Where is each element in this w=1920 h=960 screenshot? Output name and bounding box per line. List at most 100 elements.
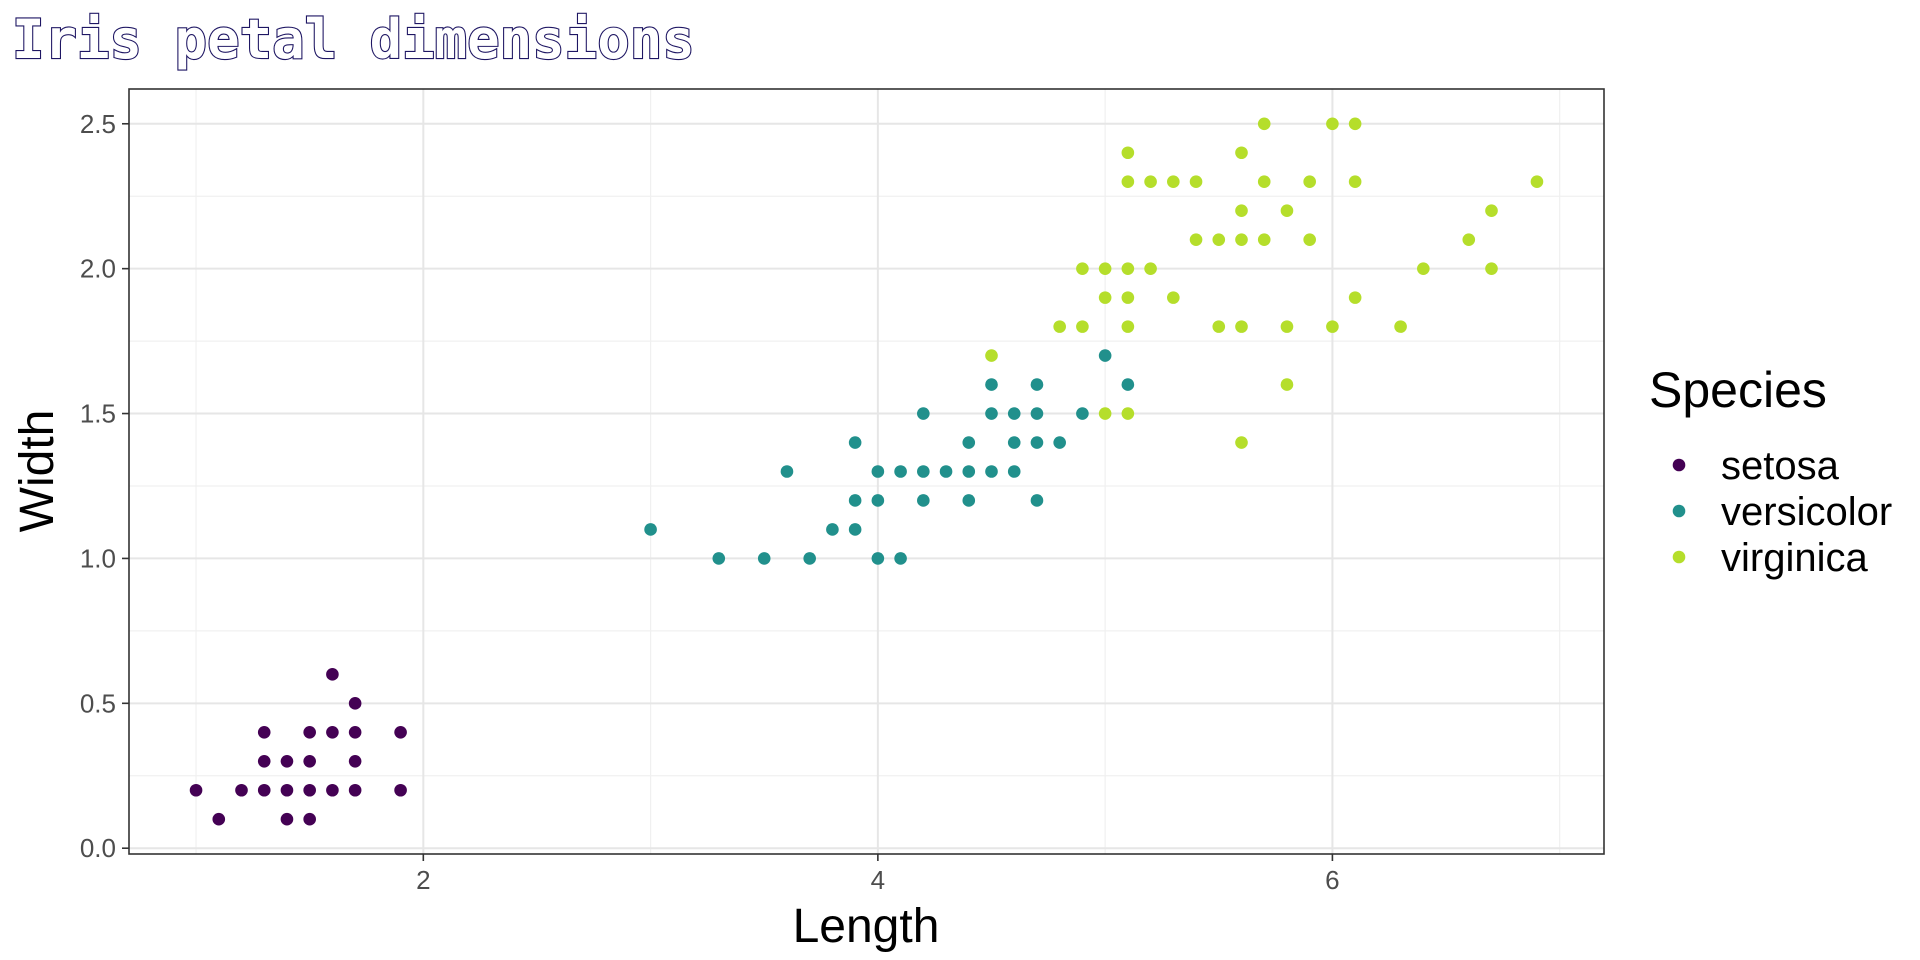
data-point: [712, 552, 726, 565]
legend-label-virginica: virginica: [1721, 536, 1868, 580]
data-point: [303, 783, 316, 797]
x-axis-ticks: 2 4 6: [416, 854, 1340, 895]
data-point: [917, 407, 930, 420]
series-virginica: [985, 117, 1544, 449]
data-point: [1030, 436, 1044, 449]
data-point: [348, 697, 362, 710]
data-point: [303, 812, 316, 826]
data-point: [1485, 204, 1498, 218]
data-point: [1235, 436, 1248, 449]
data-point: [326, 725, 339, 739]
data-point: [1303, 233, 1316, 246]
data-point: [1121, 378, 1135, 391]
data-point: [348, 783, 362, 797]
data-point: [303, 754, 316, 768]
data-point: [871, 465, 885, 478]
data-point: [1417, 262, 1430, 275]
series-setosa: [189, 668, 407, 826]
data-point: [1121, 320, 1135, 333]
data-point: [1076, 407, 1089, 420]
data-point: [1257, 117, 1271, 131]
data-point: [871, 552, 885, 565]
data-point: [1394, 320, 1407, 333]
data-point: [848, 436, 862, 449]
data-point: [1007, 436, 1021, 449]
data-point: [962, 436, 976, 449]
data-point: [1530, 175, 1544, 189]
legend-key-versicolor: [1672, 504, 1686, 518]
data-point: [985, 407, 998, 420]
data-point: [1098, 349, 1112, 362]
data-point: [1485, 262, 1498, 275]
data-point: [1167, 175, 1180, 189]
data-point: [1348, 291, 1362, 304]
data-point: [1326, 320, 1339, 333]
data-point: [257, 754, 271, 768]
data-point: [394, 725, 407, 739]
data-point: [1235, 146, 1248, 160]
legend-title: Species: [1649, 362, 1827, 418]
data-point: [1007, 407, 1021, 420]
data-point: [1053, 320, 1066, 333]
data-point: [1121, 146, 1135, 160]
data-point: [1098, 407, 1112, 420]
data-point: [1030, 378, 1044, 391]
data-point: [1076, 262, 1089, 275]
x-tick-label: 6: [1325, 865, 1339, 895]
data-point: [1462, 233, 1476, 246]
data-point: [280, 754, 294, 768]
y-tick-label: 1.0: [80, 543, 116, 573]
legend-label-setosa: setosa: [1721, 444, 1840, 488]
data-point: [1030, 494, 1044, 507]
data-point: [985, 349, 998, 362]
data-point: [780, 465, 794, 478]
x-axis-title: Length: [793, 900, 940, 953]
y-axis-ticks: 0.0 0.5 1.0 1.5 2.0 2.5: [80, 109, 129, 863]
data-point: [235, 783, 248, 797]
data-point: [1144, 262, 1157, 275]
data-point: [212, 812, 226, 826]
y-tick-label: 0.0: [80, 833, 116, 863]
data-point: [939, 465, 953, 478]
data-point: [303, 725, 316, 739]
data-point: [962, 465, 976, 478]
data-point: [1212, 233, 1226, 246]
data-point: [1280, 320, 1294, 333]
x-tick-label: 4: [871, 865, 885, 895]
data-point: [1257, 233, 1271, 246]
data-point: [280, 812, 294, 826]
data-point: [280, 783, 294, 797]
legend-label-versicolor: versicolor: [1721, 490, 1892, 534]
data-point: [1076, 320, 1089, 333]
y-axis-title: Width: [11, 410, 64, 533]
data-point: [644, 523, 657, 536]
data-point: [1098, 291, 1112, 304]
data-point: [189, 783, 203, 797]
data-point: [894, 552, 907, 565]
data-point: [1144, 175, 1157, 189]
data-point: [348, 754, 362, 768]
data-point: [917, 465, 930, 478]
series-versicolor: [644, 349, 1135, 565]
data-point: [917, 494, 930, 507]
data-point: [826, 523, 839, 536]
data-point: [962, 494, 976, 507]
data-point: [1053, 436, 1066, 449]
data-point: [894, 465, 907, 478]
data-point: [1348, 117, 1362, 131]
data-point: [1121, 407, 1135, 420]
data-point: [1189, 233, 1203, 246]
data-point: [848, 494, 862, 507]
chart-title: Iris petal dimensions: [12, 8, 695, 71]
data-point: [1326, 117, 1339, 131]
plot-panel: [129, 89, 1604, 854]
data-point: [803, 552, 816, 565]
data-point: [1030, 407, 1044, 420]
data-point: [848, 523, 862, 536]
data-point: [1235, 233, 1248, 246]
data-point: [985, 465, 998, 478]
data-points: [189, 117, 1544, 826]
grid-lines: [129, 89, 1604, 854]
data-point: [1303, 175, 1316, 189]
